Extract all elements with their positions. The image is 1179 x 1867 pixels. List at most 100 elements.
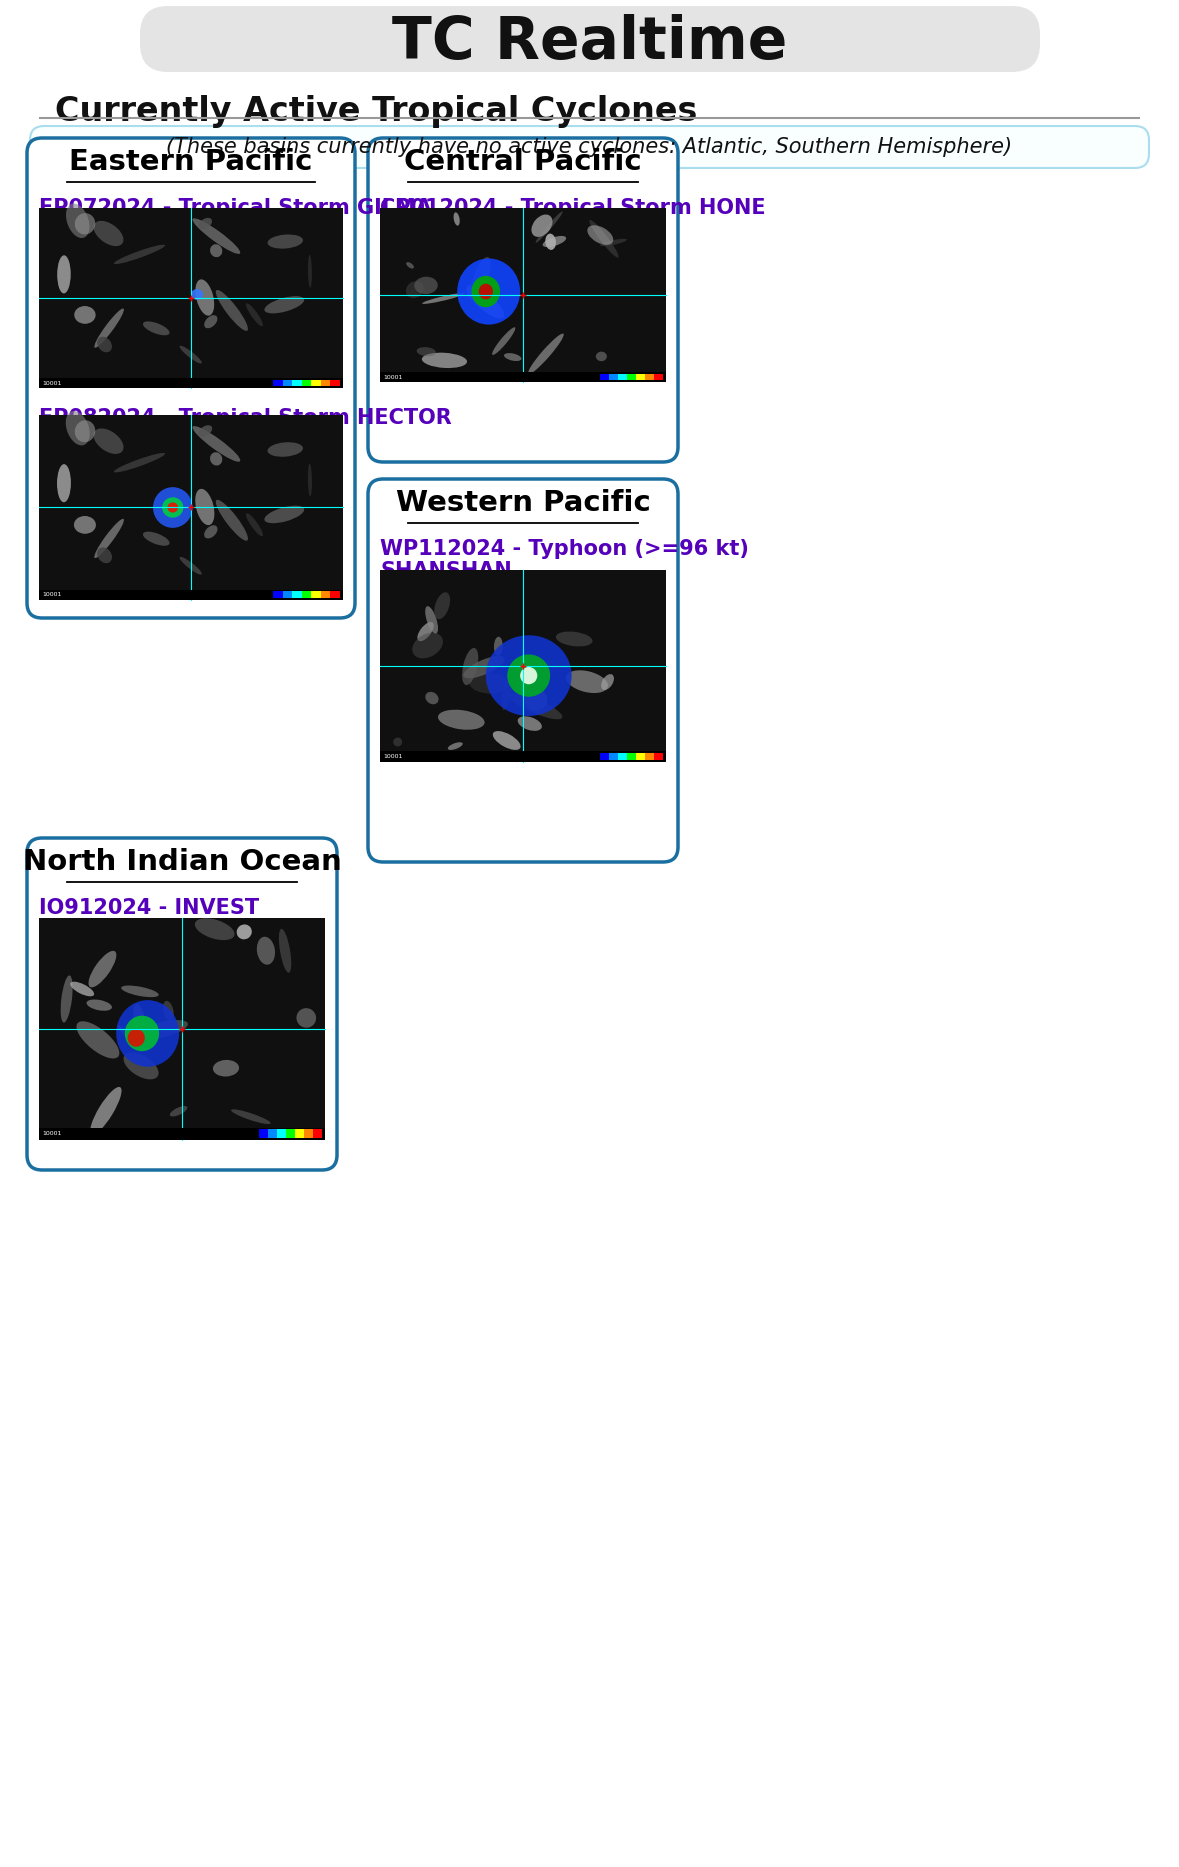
Ellipse shape xyxy=(237,924,252,939)
Ellipse shape xyxy=(257,937,275,965)
Ellipse shape xyxy=(204,525,217,538)
Bar xyxy=(268,1130,277,1139)
Ellipse shape xyxy=(426,607,439,633)
Bar xyxy=(259,1130,268,1139)
FancyBboxPatch shape xyxy=(29,125,1150,168)
Ellipse shape xyxy=(77,1021,119,1059)
Ellipse shape xyxy=(494,637,502,655)
Ellipse shape xyxy=(479,284,493,299)
Bar xyxy=(274,592,283,599)
Ellipse shape xyxy=(179,556,202,575)
Ellipse shape xyxy=(71,982,94,997)
Ellipse shape xyxy=(97,547,112,564)
Ellipse shape xyxy=(143,532,170,545)
Ellipse shape xyxy=(525,689,547,711)
Ellipse shape xyxy=(127,1029,145,1047)
Bar xyxy=(302,592,311,599)
Ellipse shape xyxy=(268,235,303,248)
Ellipse shape xyxy=(114,454,165,472)
Ellipse shape xyxy=(88,950,117,988)
Ellipse shape xyxy=(503,353,521,360)
Bar xyxy=(645,373,654,381)
Ellipse shape xyxy=(74,213,95,235)
Ellipse shape xyxy=(66,411,90,446)
Bar xyxy=(380,751,666,762)
Text: IO912024 - INVEST: IO912024 - INVEST xyxy=(39,898,259,919)
Ellipse shape xyxy=(136,1019,187,1040)
Ellipse shape xyxy=(198,218,212,230)
Ellipse shape xyxy=(532,215,553,237)
Ellipse shape xyxy=(406,282,423,299)
Ellipse shape xyxy=(595,351,607,360)
Bar xyxy=(302,379,311,386)
FancyBboxPatch shape xyxy=(368,138,678,461)
Ellipse shape xyxy=(486,635,572,715)
Ellipse shape xyxy=(198,426,212,437)
Text: 10001: 10001 xyxy=(383,754,402,760)
Ellipse shape xyxy=(439,709,485,730)
Ellipse shape xyxy=(213,1060,239,1077)
Text: EP082024 - Tropical Storm HECTOR: EP082024 - Tropical Storm HECTOR xyxy=(39,409,452,428)
Bar xyxy=(39,590,343,599)
Ellipse shape xyxy=(74,306,95,323)
Text: Currently Active Tropical Cyclones: Currently Active Tropical Cyclones xyxy=(55,95,697,129)
FancyBboxPatch shape xyxy=(368,480,678,863)
Ellipse shape xyxy=(60,975,73,1023)
Text: SHANSHAN: SHANSHAN xyxy=(380,560,512,581)
Ellipse shape xyxy=(86,999,112,1010)
Bar xyxy=(618,373,627,381)
Bar xyxy=(654,373,663,381)
Ellipse shape xyxy=(117,1001,179,1066)
Ellipse shape xyxy=(566,670,608,693)
Bar xyxy=(610,752,618,760)
Bar xyxy=(286,1130,295,1139)
Bar xyxy=(292,592,302,599)
Ellipse shape xyxy=(414,276,437,295)
Ellipse shape xyxy=(216,289,248,330)
Ellipse shape xyxy=(296,1008,316,1027)
Ellipse shape xyxy=(97,336,112,353)
Ellipse shape xyxy=(472,258,490,297)
Ellipse shape xyxy=(196,489,215,525)
Ellipse shape xyxy=(422,293,465,304)
Text: 10001: 10001 xyxy=(42,592,61,597)
Ellipse shape xyxy=(426,693,439,704)
Ellipse shape xyxy=(413,633,443,659)
Ellipse shape xyxy=(114,245,165,263)
Bar xyxy=(277,1130,286,1139)
Ellipse shape xyxy=(167,502,178,513)
Ellipse shape xyxy=(143,321,170,336)
Ellipse shape xyxy=(191,289,203,301)
FancyBboxPatch shape xyxy=(27,138,355,618)
Ellipse shape xyxy=(492,327,515,355)
Ellipse shape xyxy=(416,347,436,357)
Ellipse shape xyxy=(179,345,202,364)
Ellipse shape xyxy=(192,218,241,254)
Bar xyxy=(610,373,618,381)
Ellipse shape xyxy=(546,233,556,250)
Ellipse shape xyxy=(501,670,513,709)
Ellipse shape xyxy=(195,919,235,941)
Bar xyxy=(283,379,292,386)
Ellipse shape xyxy=(509,693,562,719)
Ellipse shape xyxy=(469,674,509,693)
Ellipse shape xyxy=(121,986,159,997)
Ellipse shape xyxy=(528,334,564,373)
Ellipse shape xyxy=(133,1004,146,1044)
Ellipse shape xyxy=(74,515,95,534)
Ellipse shape xyxy=(308,463,312,497)
Ellipse shape xyxy=(196,280,215,316)
Ellipse shape xyxy=(93,428,124,454)
Ellipse shape xyxy=(93,220,124,246)
Text: EP072024 - Tropical Storm GILMA: EP072024 - Tropical Storm GILMA xyxy=(39,198,432,218)
Bar xyxy=(39,414,343,599)
Bar xyxy=(39,1128,325,1141)
Ellipse shape xyxy=(74,420,95,442)
Bar xyxy=(283,592,292,599)
Bar xyxy=(654,752,663,760)
Text: 10001: 10001 xyxy=(42,1131,61,1137)
Ellipse shape xyxy=(264,506,304,523)
Bar xyxy=(635,752,645,760)
Ellipse shape xyxy=(393,737,402,747)
Ellipse shape xyxy=(246,513,263,536)
